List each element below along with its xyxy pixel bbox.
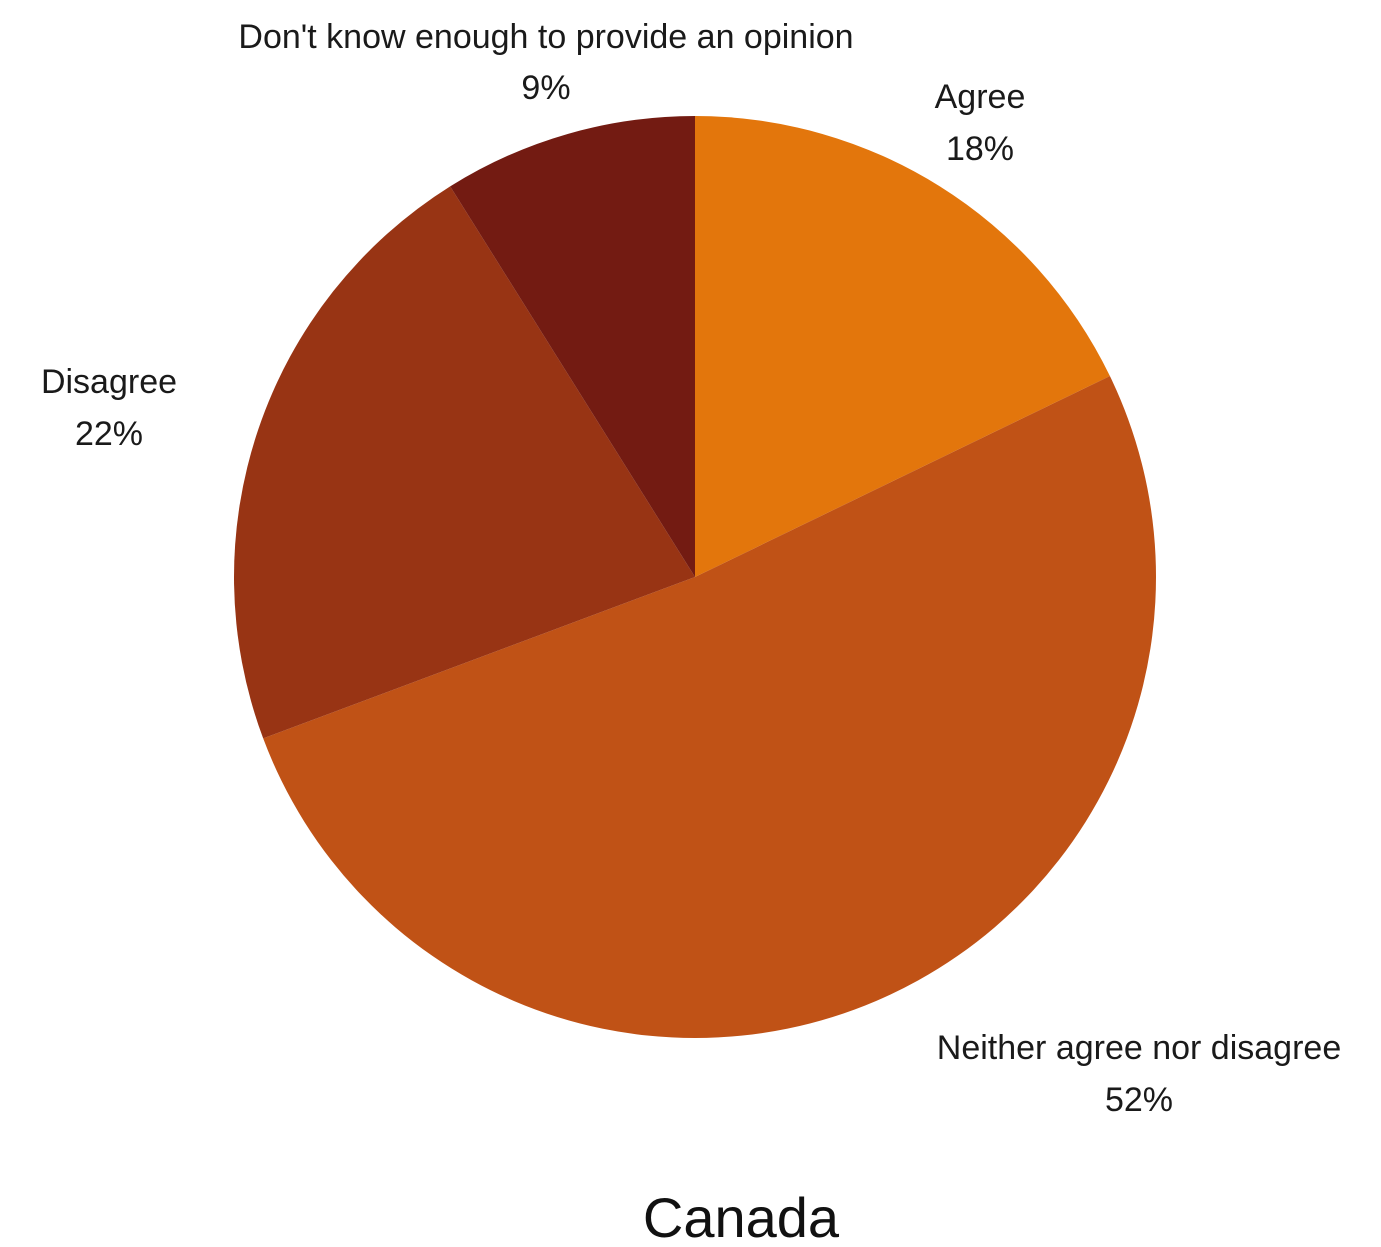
pie-slice-agree xyxy=(695,116,1110,577)
slice-label-disagree: Disagree xyxy=(41,363,177,401)
pie-slices xyxy=(233,115,1156,1038)
chart-title: Canada xyxy=(643,1186,840,1242)
pie-slice-don-t-know-enough-to-provide-an-opinion xyxy=(450,115,695,577)
slice-percent-neither-agree-nor-disagree: 52% xyxy=(1105,1081,1173,1119)
slice-percent-don-t-know-enough-to-provide-an-opinion: 9% xyxy=(521,69,570,107)
slice-percent-disagree: 22% xyxy=(75,415,143,453)
slice-label-agree: Agree xyxy=(935,78,1026,116)
pie-labels: Agree 18% Neither agree nor disagree 52% Dis… xyxy=(41,18,1341,1119)
slice-label-neither-agree-nor-disagree: Neither agree nor disagree xyxy=(937,1029,1341,1067)
pie-slice-neither-agree-nor-disagree xyxy=(263,376,1156,1038)
slice-label-don-t-know-enough-to-provide-an-opinion: Don't know enough to provide an opinion xyxy=(238,18,853,56)
pie-slice-disagree xyxy=(233,186,695,739)
slice-percent-agree: 18% xyxy=(946,130,1014,168)
